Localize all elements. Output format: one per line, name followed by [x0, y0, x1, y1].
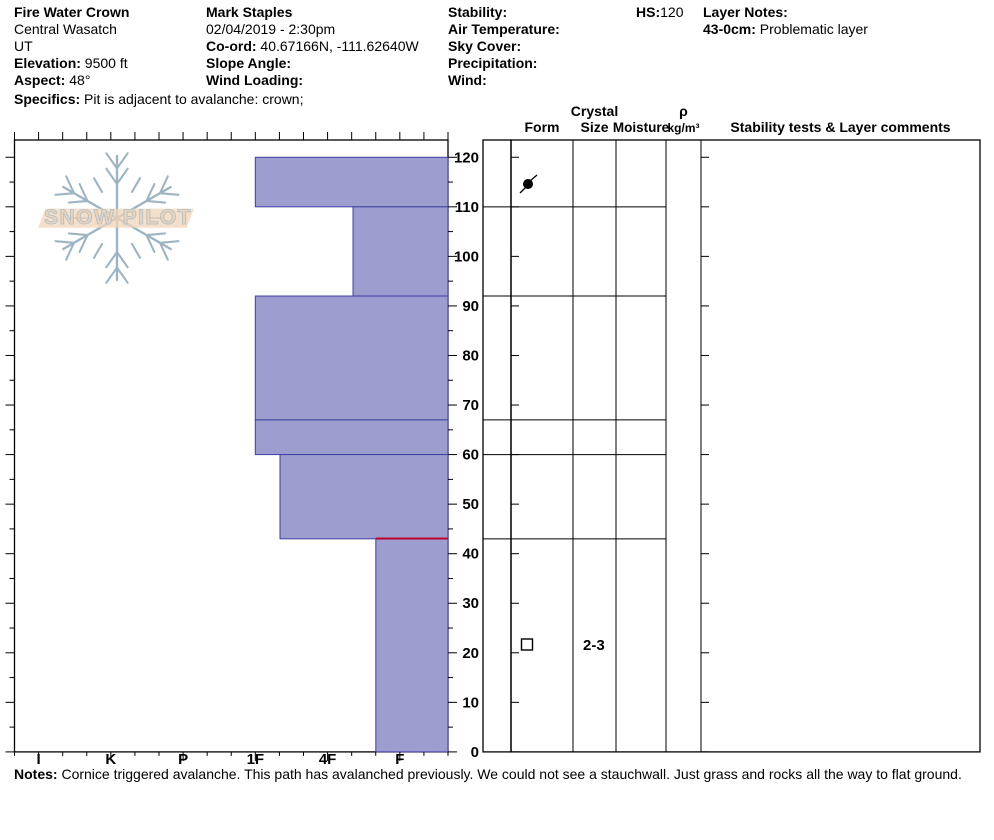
- svg-text:ρ: ρ: [679, 103, 688, 119]
- svg-text:Size: Size: [580, 119, 608, 135]
- svg-text:0: 0: [471, 744, 479, 761]
- svg-text:SNOW PILOT: SNOW PILOT: [44, 206, 192, 229]
- svg-text:40: 40: [462, 546, 479, 563]
- svg-text:2-3: 2-3: [583, 637, 605, 654]
- svg-text:80: 80: [462, 347, 479, 364]
- svg-text:kg/m³: kg/m³: [667, 121, 699, 135]
- svg-text:4F: 4F: [319, 751, 337, 768]
- svg-text:10: 10: [462, 694, 479, 711]
- svg-text:100: 100: [454, 248, 479, 265]
- svg-text:K: K: [105, 751, 116, 768]
- svg-text:20: 20: [462, 645, 479, 662]
- svg-text:P: P: [178, 751, 188, 768]
- svg-text:110: 110: [455, 199, 479, 216]
- svg-text:60: 60: [462, 447, 479, 464]
- svg-text:Stability tests & Layer commen: Stability tests & Layer comments: [730, 119, 950, 135]
- svg-text:Crystal: Crystal: [571, 103, 618, 119]
- svg-text:120: 120: [454, 149, 479, 166]
- svg-text:I: I: [36, 751, 40, 768]
- svg-text:Form: Form: [525, 119, 560, 135]
- svg-text:30: 30: [462, 595, 479, 612]
- svg-text:Moisture: Moisture: [613, 120, 670, 135]
- svg-text:90: 90: [462, 298, 479, 315]
- svg-text:1F: 1F: [247, 751, 265, 768]
- svg-text:70: 70: [462, 397, 479, 414]
- svg-text:50: 50: [462, 496, 479, 513]
- svg-text:F: F: [395, 751, 404, 768]
